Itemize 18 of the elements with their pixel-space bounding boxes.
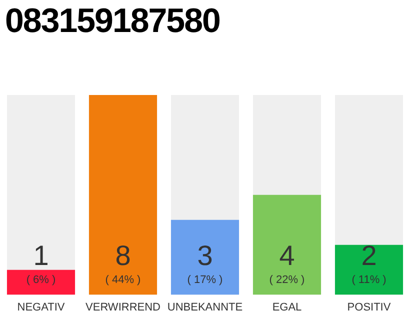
- annotation: ( 6% ): [26, 274, 56, 286]
- x-tick-label: POSITIV: [347, 301, 392, 314]
- annotation: ( 22% ): [269, 274, 305, 286]
- annotation: ( 17% ): [187, 274, 223, 286]
- annotation: ( 11% ): [352, 274, 386, 286]
- annotation: ( 44% ): [105, 274, 141, 286]
- bar: [334, 244, 404, 295]
- bar: [6, 270, 76, 295]
- x-tick-label: NEGATIV: [17, 301, 66, 314]
- x-tick-label: VERWIRREND: [86, 301, 161, 314]
- x-tick-label: UNBEKANNTE: [167, 301, 243, 314]
- x-tick-label: EGAL: [272, 301, 302, 314]
- data-label: 1: [33, 240, 49, 271]
- data-label: 8: [115, 240, 131, 271]
- data-label: 2: [361, 240, 377, 271]
- data-label: 4: [279, 240, 295, 271]
- chart-title: 083159187580: [5, 2, 220, 41]
- data-label: 3: [197, 240, 213, 271]
